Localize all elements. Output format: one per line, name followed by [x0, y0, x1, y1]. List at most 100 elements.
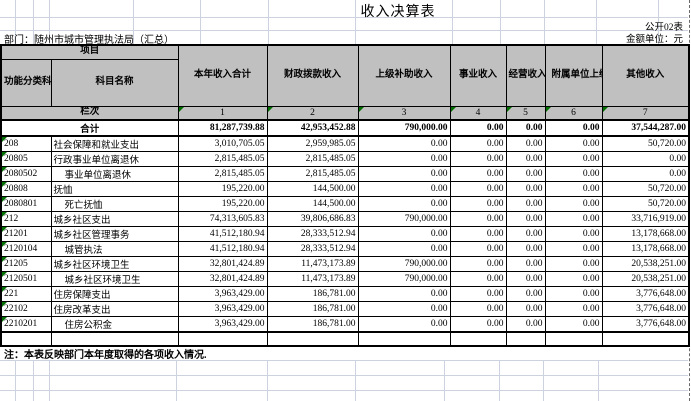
cell-value[interactable]: 2,959,985.05: [266, 135, 359, 152]
cell-value[interactable]: 0.00: [505, 271, 546, 287]
cell-value[interactable]: 0.00: [357, 241, 451, 257]
cell-value[interactable]: 0.00: [449, 241, 507, 257]
cell-value[interactable]: 2,815,485.05: [177, 166, 268, 182]
cell-value[interactable]: 0.00: [505, 166, 546, 182]
cell-value[interactable]: 41,512,180.94: [177, 226, 268, 242]
header-col-7[interactable]: 其他收入: [601, 44, 690, 107]
cell-value[interactable]: 0.00: [449, 256, 507, 272]
total-value[interactable]: 0.00: [505, 119, 546, 137]
total-value[interactable]: 37,544,287.00: [601, 119, 690, 137]
cell-value[interactable]: 11,473,173.89: [266, 271, 359, 287]
cell-value[interactable]: 39,806,686.83: [266, 211, 359, 227]
lanci-5[interactable]: 5: [505, 105, 546, 121]
cell-value[interactable]: 13,178,668.00: [601, 241, 690, 257]
cell-value[interactable]: 41,512,180.94: [177, 241, 268, 257]
cell-value[interactable]: 3,963,429.00: [177, 316, 268, 333]
cell-value[interactable]: 0.00: [601, 166, 690, 182]
cell-value[interactable]: 32,801,424.89: [177, 271, 268, 287]
cell-value[interactable]: 0.00: [544, 316, 603, 333]
cell-value[interactable]: 0.00: [544, 135, 603, 152]
cell-value[interactable]: 0.00: [449, 211, 507, 227]
cell-empty[interactable]: [544, 331, 603, 347]
cell-subject-name[interactable]: 住房公积金: [50, 316, 179, 333]
cell-value[interactable]: 0.00: [449, 181, 507, 197]
cell-value[interactable]: 50,720.00: [601, 196, 690, 212]
cell-value[interactable]: 0.00: [449, 316, 507, 333]
cell-value[interactable]: 0.00: [544, 301, 603, 317]
cell-subject-name[interactable]: 城管执法: [50, 241, 179, 257]
cell-empty[interactable]: [357, 331, 451, 347]
cell-subject-name[interactable]: 抚恤: [50, 181, 179, 197]
cell-value[interactable]: 0.00: [449, 286, 507, 302]
cell-value[interactable]: 790,000.00: [357, 271, 451, 287]
cell-value[interactable]: 0.00: [544, 196, 603, 212]
header-item[interactable]: 项目: [0, 44, 179, 60]
cell-subject-code[interactable]: 22102: [0, 301, 52, 317]
cell-value[interactable]: 0.00: [505, 211, 546, 227]
cell-value[interactable]: 186,781.00: [266, 286, 359, 302]
cell-empty[interactable]: [449, 331, 507, 347]
cell-subject-code[interactable]: 21205: [0, 256, 52, 272]
cell-value[interactable]: 33,716,919.00: [601, 211, 690, 227]
cell-value[interactable]: 28,333,512.94: [266, 226, 359, 242]
cell-value[interactable]: 28,333,512.94: [266, 241, 359, 257]
cell-value[interactable]: 0.00: [505, 256, 546, 272]
header-col-6[interactable]: 附属单位上缴收入: [544, 44, 603, 107]
cell-subject-name[interactable]: 城乡社区支出: [50, 211, 179, 227]
cell-value[interactable]: 0.00: [449, 226, 507, 242]
cell-value[interactable]: 3,776,648.00: [601, 301, 690, 317]
cell-subject-code[interactable]: 2120501: [0, 271, 52, 287]
cell-subject-code[interactable]: 21201: [0, 226, 52, 242]
cell-value[interactable]: 0.00: [505, 316, 546, 333]
cell-subject-code[interactable]: 221: [0, 286, 52, 302]
cell-subject-code[interactable]: 2120104: [0, 241, 52, 257]
header-code[interactable]: 功能分类科目编码: [0, 58, 52, 107]
cell-value[interactable]: 20,538,251.00: [601, 271, 690, 287]
cell-value[interactable]: 0.00: [544, 241, 603, 257]
cell-value[interactable]: 144,500.00: [266, 181, 359, 197]
cell-value[interactable]: 0.00: [357, 151, 451, 167]
cell-value[interactable]: 195,220.00: [177, 196, 268, 212]
cell-value[interactable]: 3,963,429.00: [177, 301, 268, 317]
cell-value[interactable]: 144,500.00: [266, 196, 359, 212]
cell-empty[interactable]: [0, 331, 52, 347]
cell-empty[interactable]: [601, 331, 690, 347]
cell-subject-code[interactable]: 2080502: [0, 166, 52, 182]
cell-subject-code[interactable]: 2210201: [0, 316, 52, 333]
cell-value[interactable]: 0.00: [505, 226, 546, 242]
total-value[interactable]: 0.00: [544, 119, 603, 137]
cell-value[interactable]: 0.00: [505, 151, 546, 167]
cell-value[interactable]: 2,815,485.05: [266, 166, 359, 182]
total-value[interactable]: 81,287,739.88: [177, 119, 268, 137]
total-value[interactable]: 0.00: [449, 119, 507, 137]
cell-value[interactable]: 0.00: [505, 135, 546, 152]
cell-value[interactable]: 195,220.00: [177, 181, 268, 197]
cell-value[interactable]: 0.00: [357, 301, 451, 317]
cell-value[interactable]: 0.00: [357, 181, 451, 197]
lanci-6[interactable]: 6: [544, 105, 603, 121]
lanci-2[interactable]: 2: [266, 105, 359, 121]
header-col-1[interactable]: 本年收入合计: [177, 44, 268, 107]
header-col-2[interactable]: 财政拨款收入: [266, 44, 359, 107]
cell-value[interactable]: 0.00: [357, 135, 451, 152]
cell-value[interactable]: 0.00: [544, 226, 603, 242]
cell-value[interactable]: 0.00: [544, 271, 603, 287]
cell-value[interactable]: 32,801,424.89: [177, 256, 268, 272]
cell-value[interactable]: 186,781.00: [266, 316, 359, 333]
cell-subject-name[interactable]: 住房保障支出: [50, 286, 179, 302]
total-value[interactable]: 790,000.00: [357, 119, 451, 137]
cell-value[interactable]: 0.00: [357, 286, 451, 302]
cell-value[interactable]: 0.00: [544, 256, 603, 272]
cell-value[interactable]: 0.00: [449, 196, 507, 212]
header-col-4[interactable]: 事业收入: [449, 44, 507, 107]
cell-subject-code[interactable]: 2080801: [0, 196, 52, 212]
cell-value[interactable]: 0.00: [449, 301, 507, 317]
cell-subject-code[interactable]: 212: [0, 211, 52, 227]
cell-value[interactable]: 0.00: [544, 166, 603, 182]
cell-subject-name[interactable]: 事业单位离退休: [50, 166, 179, 182]
cell-value[interactable]: 0.00: [449, 166, 507, 182]
cell-empty[interactable]: [177, 331, 268, 347]
cell-value[interactable]: 0.00: [544, 151, 603, 167]
header-col-3[interactable]: 上级补助收入: [357, 44, 451, 107]
cell-value[interactable]: 3,776,648.00: [601, 316, 690, 333]
